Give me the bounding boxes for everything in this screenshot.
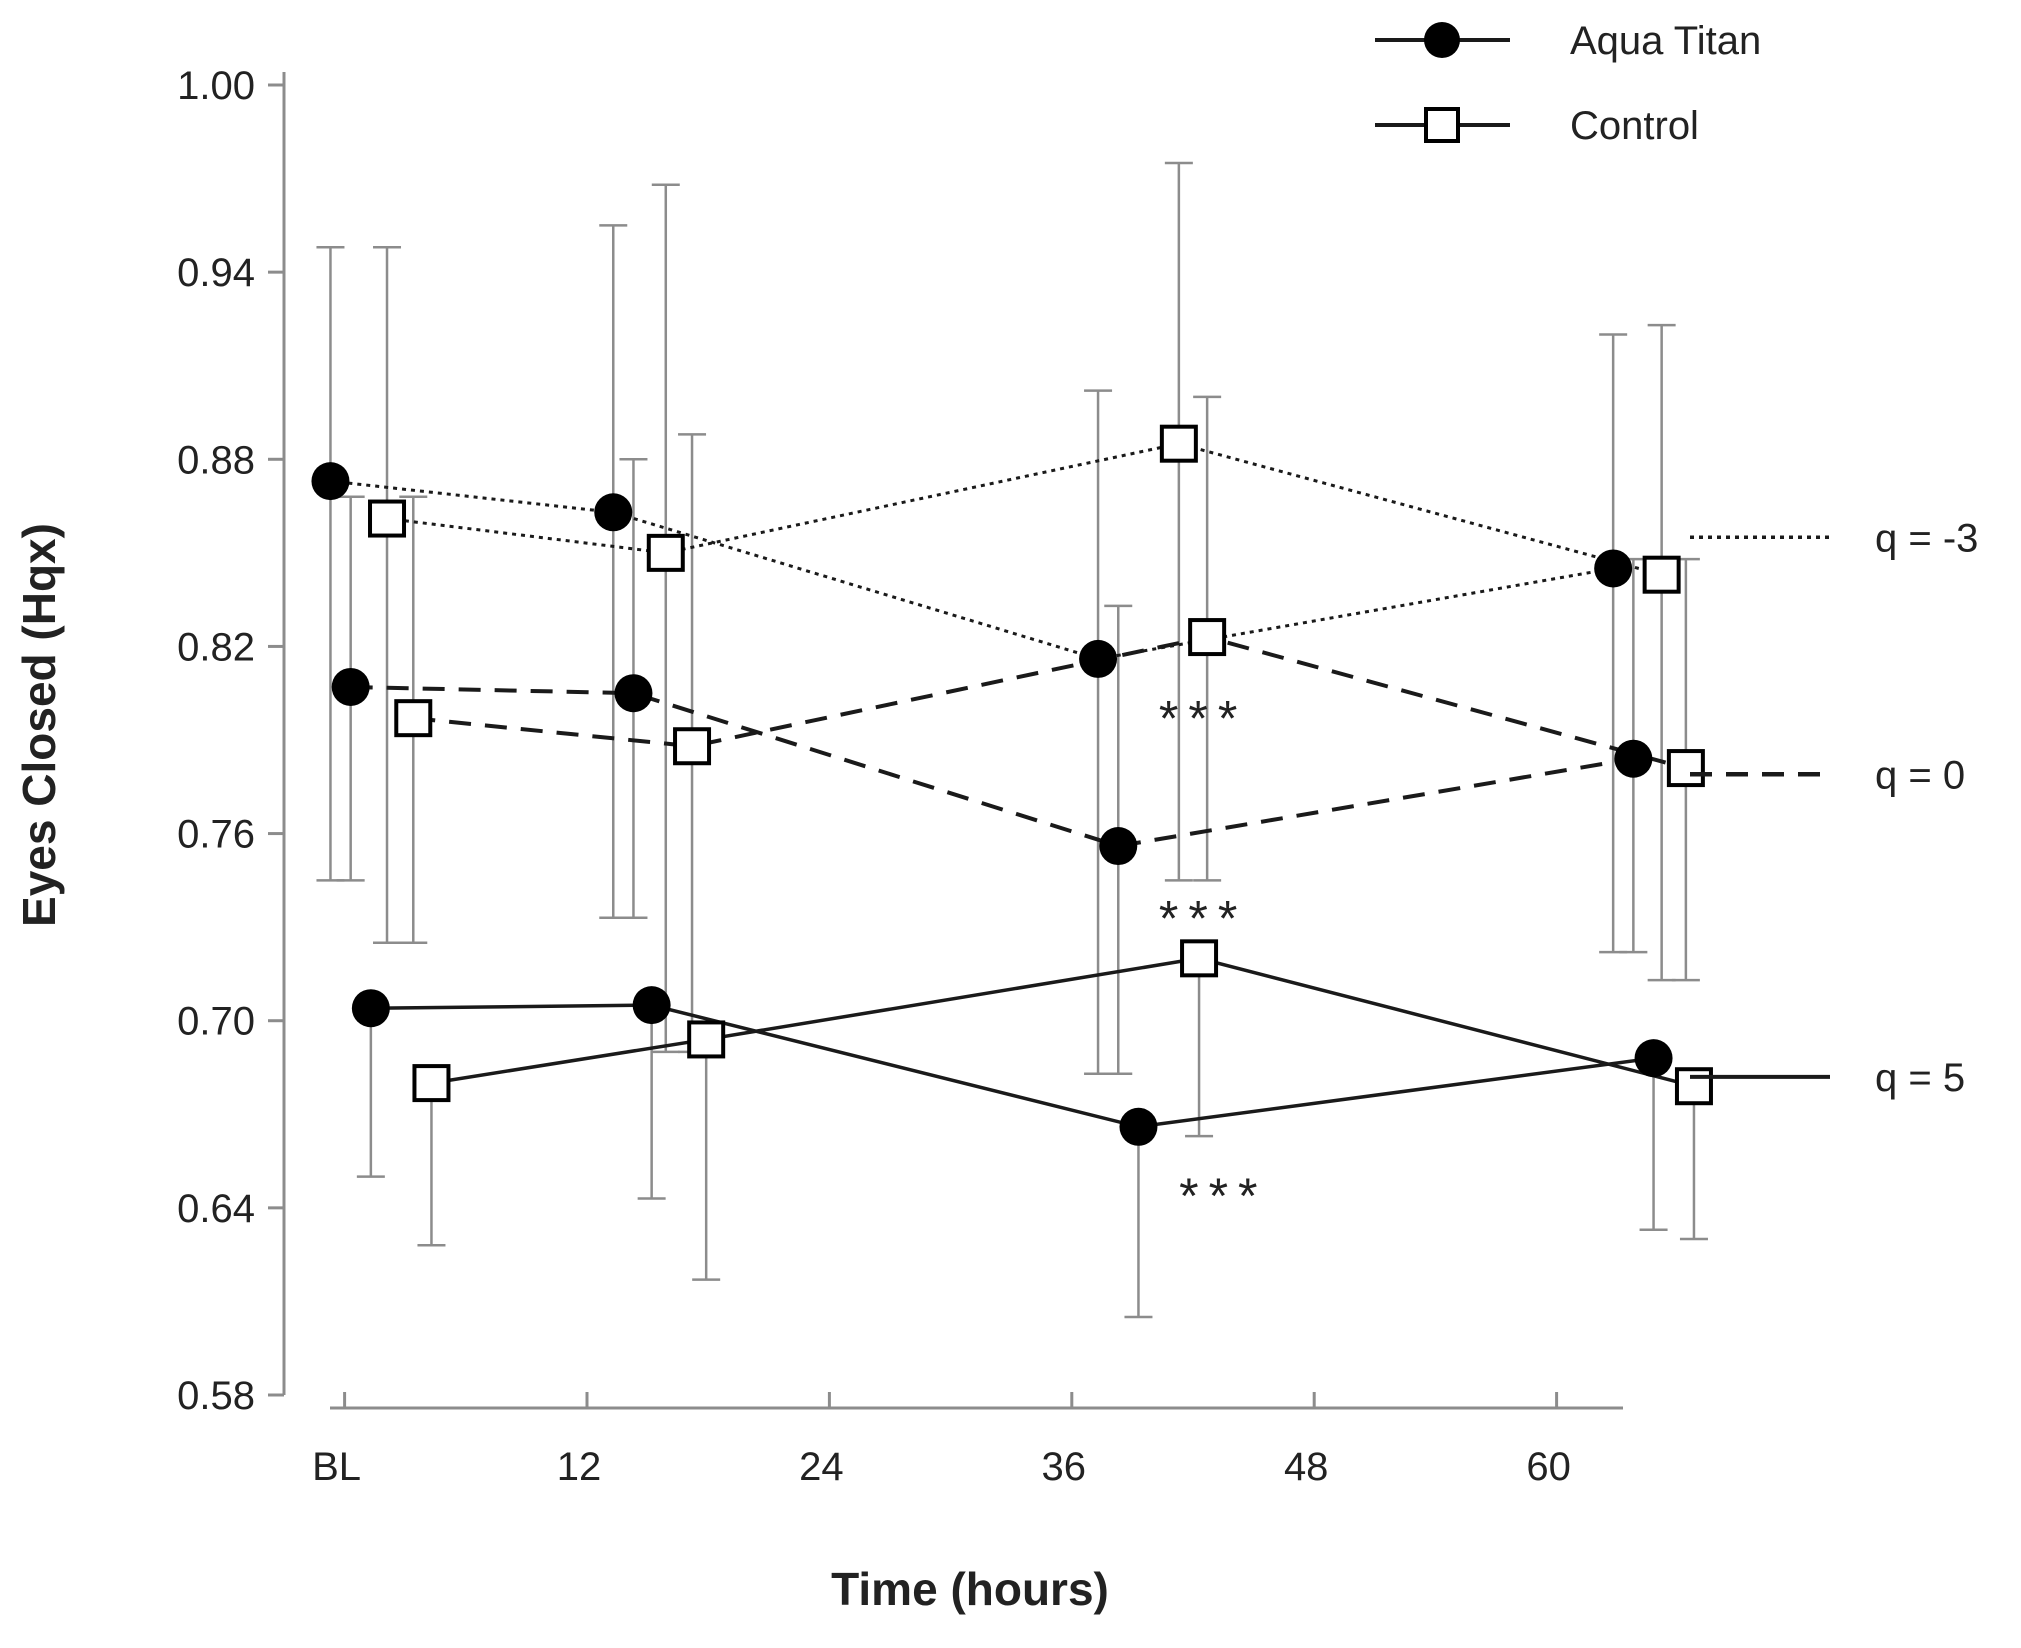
x-tick-label: 36: [1042, 1445, 1087, 1489]
legend-style-label: q = 0: [1875, 753, 1965, 797]
axes-layer: 0.58 0.64 0.70 0.76 0.82 0.88 0.94 1.00 BL 12 24 36…: [177, 64, 1623, 1489]
x-tick-label: BL: [312, 1445, 361, 1489]
x-axis-title: Time (hours): [831, 1563, 1109, 1615]
aqua-titan-point: [632, 986, 671, 1025]
control-point: [687, 1020, 726, 1059]
aqua-titan-point: [311, 462, 350, 501]
series-line-aqua-titan-q0: [350, 684, 1634, 849]
legend-label: Aqua Titan: [1570, 19, 1761, 63]
series-line-aqua-titan-q5: [370, 1003, 1654, 1129]
aqua-titan-point: [1634, 1039, 1673, 1078]
control-point: [1188, 618, 1227, 657]
aqua-titan-point: [1099, 827, 1138, 866]
y-axis-title: Eyes Closed (Hqx): [13, 523, 65, 927]
y-tick-label: 0.88: [177, 438, 255, 482]
aqua-titan-point: [594, 493, 633, 532]
y-tick-label: 0.64: [177, 1187, 255, 1231]
control-point: [1666, 749, 1705, 788]
control-point: [412, 1064, 451, 1103]
control-point: [673, 727, 712, 766]
annotations-layer: *** *** ***: [1159, 691, 1267, 1224]
control-point: [368, 499, 407, 538]
control-point: [394, 699, 433, 738]
control-point: [1642, 555, 1681, 594]
control-point: [1180, 939, 1219, 978]
legend-layer: Aqua Titan Control q = -3 q = 0 q = 5: [1375, 19, 1978, 1100]
y-tick-label: 0.58: [177, 1374, 255, 1418]
series-lines-layer: [330, 442, 1695, 1129]
series-line-control-q0: [413, 635, 1687, 771]
x-tick-label: 12: [557, 1445, 602, 1489]
legend-marker-square: [1424, 107, 1460, 143]
legend-marker-circle: [1424, 22, 1460, 58]
x-tick-label: 48: [1284, 1445, 1329, 1489]
aqua-titan-point: [331, 667, 370, 706]
significance-marker: ***: [1179, 1168, 1267, 1224]
significance-marker: ***: [1159, 691, 1247, 747]
aqua-titan-point: [1119, 1107, 1158, 1146]
legend-style-label: q = 5: [1875, 1056, 1965, 1100]
error-bars-layer: [316, 161, 1708, 1319]
y-tick-label: 1.00: [177, 64, 255, 108]
control-point: [1674, 1067, 1713, 1106]
y-tick-label: 0.82: [177, 625, 255, 669]
x-tick-label: 24: [799, 1445, 844, 1489]
y-tick-label: 0.94: [177, 251, 255, 295]
legend-label: Control: [1570, 104, 1699, 148]
aqua-titan-point: [1594, 549, 1633, 588]
control-point: [646, 533, 685, 572]
aqua-titan-point: [614, 674, 653, 713]
aqua-titan-point: [1614, 739, 1653, 778]
significance-marker: ***: [1159, 890, 1247, 946]
y-tick-label: 0.76: [177, 813, 255, 857]
series-line-control-q-3: [386, 442, 1663, 577]
x-tick-label: 60: [1526, 1445, 1571, 1489]
y-tick-label: 0.70: [177, 1000, 255, 1044]
markers-layer: [311, 424, 1713, 1146]
aqua-titan-point: [1079, 639, 1118, 678]
control-point: [1159, 424, 1198, 463]
aqua-titan-point: [351, 989, 390, 1028]
legend-style-label: q = -3: [1875, 516, 1978, 560]
series-line-control-q5: [431, 956, 1695, 1088]
